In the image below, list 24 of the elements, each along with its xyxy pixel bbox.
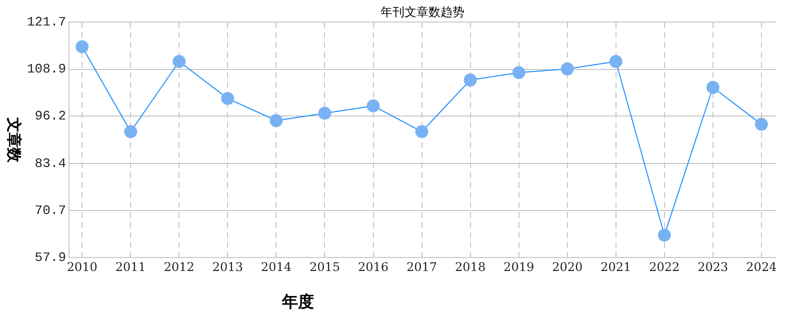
- x-tick-label: 2020: [552, 260, 583, 274]
- x-tick-label: 2010: [66, 260, 98, 274]
- y-tick-label: 83.4: [34, 156, 66, 171]
- y-tick-label: 108.9: [26, 62, 66, 77]
- x-tick-label: 2016: [358, 260, 389, 274]
- x-tick-label: 2017: [406, 260, 438, 274]
- x-tick-label: 2021: [600, 260, 632, 274]
- x-tick-label: 2011: [115, 260, 146, 274]
- x-tick-label: 2022: [649, 260, 680, 274]
- y-tick-label: 57.9: [34, 250, 66, 266]
- x-tick-label: 2023: [698, 260, 728, 274]
- x-tick-label: 2012: [164, 260, 194, 274]
- y-axis-title: 文章数: [5, 116, 24, 164]
- y-tick-label: 70.7: [34, 202, 66, 218]
- x-axis-title: 年度: [281, 292, 314, 312]
- x-tick-label: 2015: [309, 260, 340, 274]
- chart-title: 年刊文章数趋势: [380, 5, 465, 20]
- x-tick-label: 2019: [504, 260, 534, 274]
- y-tick-label: 121.7: [26, 14, 66, 30]
- x-tick-label: 2014: [260, 260, 292, 274]
- x-tick-label: 2018: [455, 260, 486, 274]
- x-tick-label: 2024: [746, 260, 778, 274]
- y-tick-label: 96.2: [34, 108, 66, 124]
- x-tick-label: 2013: [212, 260, 243, 274]
